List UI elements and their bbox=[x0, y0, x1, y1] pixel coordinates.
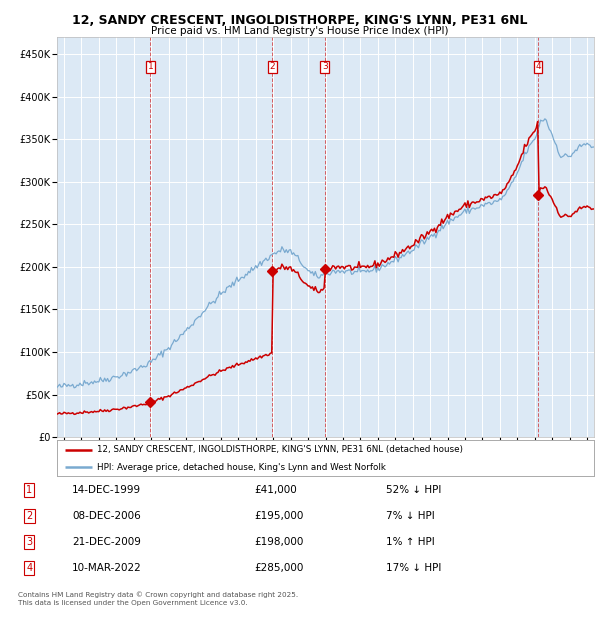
Text: 4: 4 bbox=[535, 63, 541, 71]
Text: 3: 3 bbox=[26, 537, 32, 547]
Text: 08-DEC-2006: 08-DEC-2006 bbox=[72, 511, 141, 521]
Text: £285,000: £285,000 bbox=[254, 563, 304, 574]
Text: 21-DEC-2009: 21-DEC-2009 bbox=[72, 537, 141, 547]
Text: £41,000: £41,000 bbox=[254, 485, 297, 495]
Text: Contains HM Land Registry data © Crown copyright and database right 2025.
This d: Contains HM Land Registry data © Crown c… bbox=[18, 591, 298, 606]
Text: 2: 2 bbox=[269, 63, 275, 71]
Text: 1: 1 bbox=[148, 63, 154, 71]
Text: 17% ↓ HPI: 17% ↓ HPI bbox=[386, 563, 441, 574]
Text: 10-MAR-2022: 10-MAR-2022 bbox=[72, 563, 142, 574]
Text: 2: 2 bbox=[26, 511, 32, 521]
Text: 4: 4 bbox=[26, 563, 32, 574]
Text: 12, SANDY CRESCENT, INGOLDISTHORPE, KING'S LYNN, PE31 6NL: 12, SANDY CRESCENT, INGOLDISTHORPE, KING… bbox=[72, 14, 528, 27]
Text: 3: 3 bbox=[322, 63, 328, 71]
Text: 14-DEC-1999: 14-DEC-1999 bbox=[72, 485, 141, 495]
Text: £198,000: £198,000 bbox=[254, 537, 304, 547]
Text: 1% ↑ HPI: 1% ↑ HPI bbox=[386, 537, 434, 547]
Text: 7% ↓ HPI: 7% ↓ HPI bbox=[386, 511, 434, 521]
Text: Price paid vs. HM Land Registry's House Price Index (HPI): Price paid vs. HM Land Registry's House … bbox=[151, 26, 449, 36]
Text: 12, SANDY CRESCENT, INGOLDISTHORPE, KING'S LYNN, PE31 6NL (detached house): 12, SANDY CRESCENT, INGOLDISTHORPE, KING… bbox=[97, 445, 463, 454]
Text: 52% ↓ HPI: 52% ↓ HPI bbox=[386, 485, 441, 495]
Text: £195,000: £195,000 bbox=[254, 511, 304, 521]
Text: HPI: Average price, detached house, King's Lynn and West Norfolk: HPI: Average price, detached house, King… bbox=[97, 463, 386, 472]
Text: 1: 1 bbox=[26, 485, 32, 495]
